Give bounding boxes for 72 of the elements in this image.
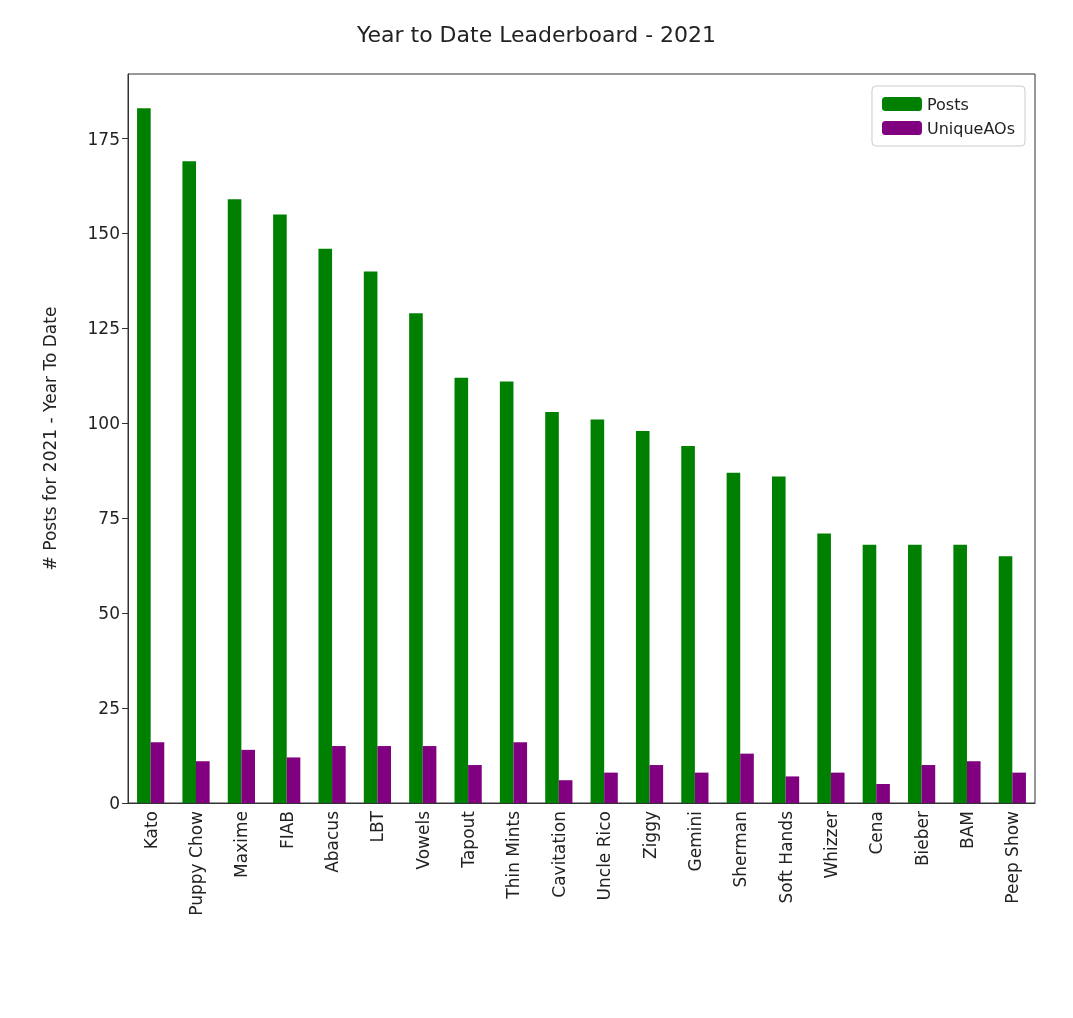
x-tick-label: Peep Show: [1002, 810, 1023, 904]
chart-title: Year to Date Leaderboard - 2021: [355, 21, 717, 47]
x-tick-label: BAM: [956, 811, 977, 849]
bar: [998, 556, 1013, 803]
bar: [604, 772, 618, 803]
x-tick-label: Sherman: [730, 811, 751, 888]
bar: [830, 772, 845, 803]
bar: [377, 746, 392, 803]
bar: [921, 765, 936, 803]
bar: [726, 472, 741, 803]
bar: [454, 377, 469, 803]
bar: [196, 761, 210, 803]
bar: [590, 419, 605, 803]
bar: [137, 108, 151, 803]
bar: [953, 544, 967, 803]
bar: [363, 271, 378, 803]
bar: [150, 742, 165, 803]
legend-label: UniqueAOs: [926, 118, 1015, 138]
bar: [318, 248, 333, 803]
bar: [635, 430, 650, 803]
legend-label: Posts: [926, 94, 969, 114]
x-tick-label: Puppy Chow: [186, 810, 207, 916]
x-tick-label: Ziggy: [639, 811, 660, 860]
y-axis-title: # Posts for 2021 - Year To Date: [39, 306, 60, 571]
x-tick-label: Kato: [140, 811, 161, 850]
bar: [681, 446, 695, 803]
bar: [817, 533, 831, 803]
x-tick-label: Tapout: [458, 810, 479, 869]
bar: [740, 753, 754, 803]
bar: [771, 476, 786, 803]
y-tick-label: 150: [87, 223, 120, 244]
x-tick-label: Whizzer: [820, 811, 841, 879]
x-tick-label: Vowels: [412, 810, 433, 870]
y-tick-label: 125: [87, 318, 120, 339]
y-tick-label: 50: [98, 603, 120, 624]
x-tick-label: Maxime: [231, 811, 252, 878]
bar: [1012, 772, 1026, 803]
bar: [558, 780, 573, 803]
bar: [545, 411, 559, 803]
bar: [241, 749, 255, 803]
y-tick-label: 175: [87, 128, 120, 149]
y-tick-label: 75: [98, 508, 120, 529]
bar: [876, 784, 890, 803]
x-tick-label: Soft Hands: [775, 810, 796, 904]
bar: [694, 772, 709, 803]
bar: [286, 757, 301, 803]
x-tick-label: FIAB: [276, 811, 297, 850]
bar: [422, 746, 437, 803]
bar: [499, 381, 514, 803]
bar: [862, 544, 877, 803]
y-tick-label: 0: [109, 793, 120, 813]
x-tick-label: LBT: [367, 810, 388, 843]
bar: [966, 761, 981, 803]
bar: [332, 746, 346, 803]
bar: [409, 313, 423, 803]
bar: [513, 742, 528, 803]
x-tick-label: Abacus: [322, 810, 343, 873]
bar: [227, 199, 242, 803]
x-tick-label: Gemini: [684, 811, 705, 872]
x-tick-label: Uncle Rico: [594, 811, 615, 901]
bar: [468, 765, 482, 803]
bar: [182, 161, 197, 803]
x-tick-label: Cavitation: [548, 811, 569, 898]
x-tick-label: Bieber: [911, 811, 932, 867]
bar: [908, 544, 922, 803]
y-tick-label: 100: [87, 413, 120, 434]
y-tick-label: 25: [98, 698, 120, 719]
x-tick-label: Thin Mints: [503, 810, 524, 900]
bar: [273, 214, 287, 803]
bar: [785, 776, 800, 803]
x-tick-label: Cena: [866, 811, 887, 855]
bar: [649, 765, 664, 803]
